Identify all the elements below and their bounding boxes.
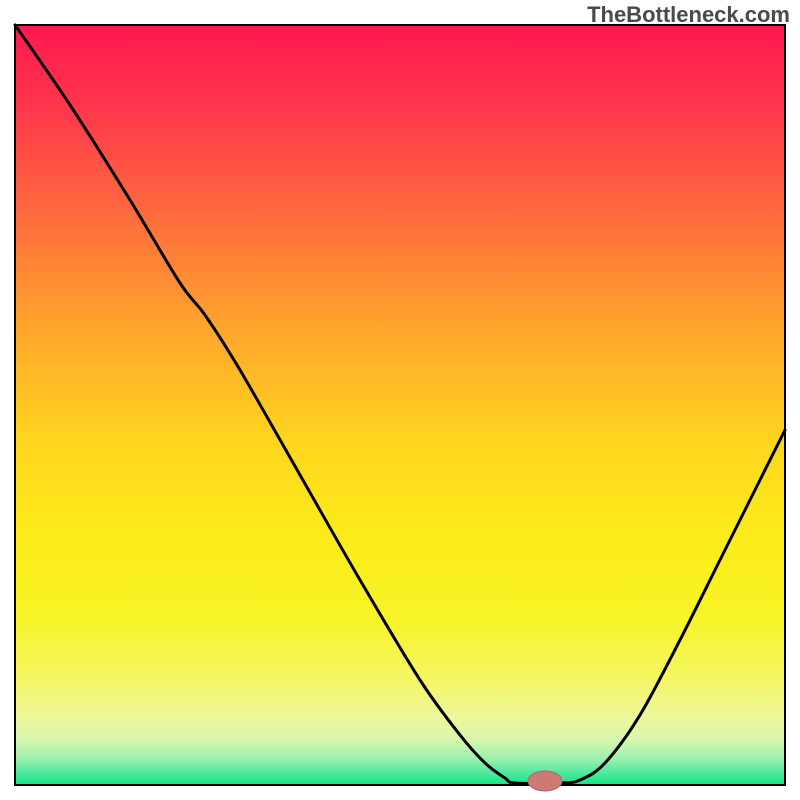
optimal-marker — [528, 771, 562, 791]
plot-background — [15, 25, 785, 785]
watermark-text: TheBottleneck.com — [587, 2, 790, 28]
bottleneck-chart: TheBottleneck.com — [0, 0, 800, 800]
chart-svg — [0, 0, 800, 800]
